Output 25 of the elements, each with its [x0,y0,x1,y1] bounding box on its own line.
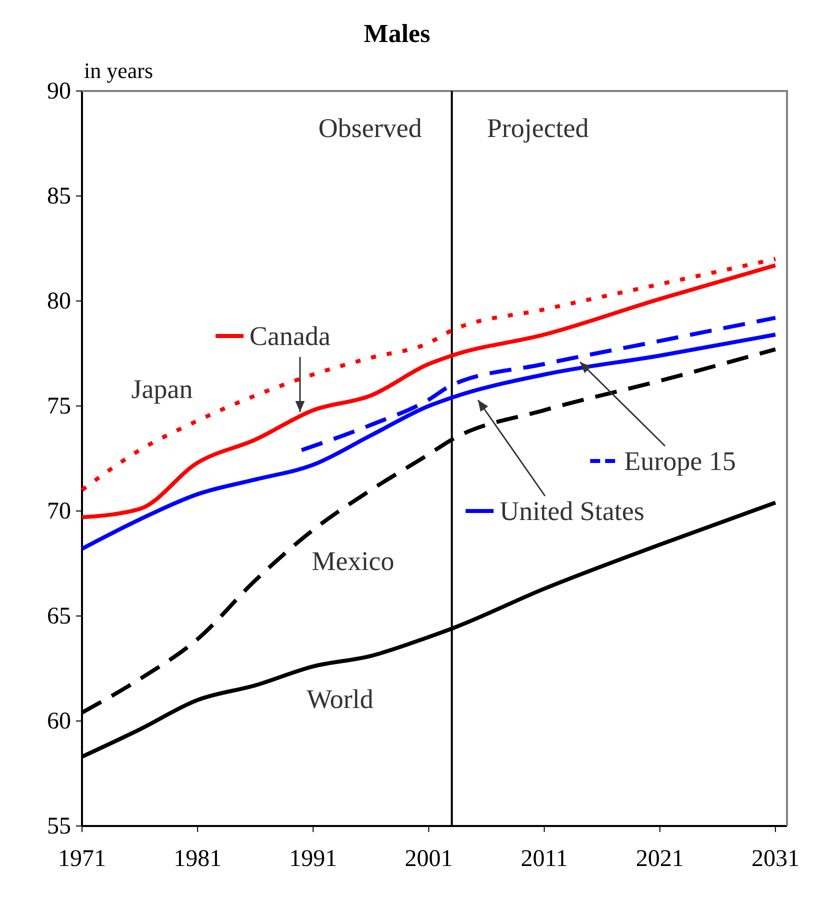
y-tick-label: 65 [47,604,71,630]
y-tick-label: 55 [47,814,71,840]
series-label: Japan [131,374,194,404]
x-tick-label: 1971 [58,846,106,872]
x-tick-label: 1991 [289,846,338,872]
series-label: World [306,684,374,714]
annotation: Projected [486,113,590,143]
y-tick-label: 75 [47,394,71,420]
y-tick-label: 70 [47,498,71,525]
y-tick-label: 80 [47,288,71,315]
x-tick-label: 2001 [404,846,453,872]
x-tick-label: 2031 [751,846,800,872]
y-tick-label: 90 [47,78,71,105]
legend-label: Europe 15 [624,446,736,476]
annotation: Observed [318,113,422,143]
legend-label: Canada [250,321,330,351]
x-tick-label: 2021 [636,846,684,872]
x-tick-label: 2011 [520,846,568,872]
legend-label: United States [500,496,644,526]
y-tick-label: 60 [47,708,71,735]
y-axis-title: in years [84,58,154,83]
y-tick-label: 85 [47,184,71,210]
x-tick-label: 1981 [174,846,222,872]
series-label: Mexico [312,546,394,576]
chart-title: Males [364,19,430,48]
